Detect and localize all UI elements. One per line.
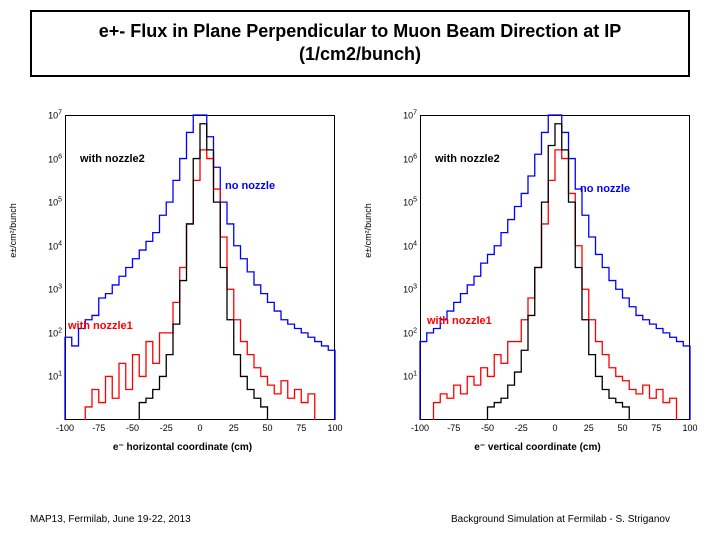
slide-title: e+- Flux in Plane Perpendicular to Muon … [30, 10, 690, 77]
chart-left: e±/cm²/bunche⁻ horizontal coordinate (cm… [20, 105, 345, 455]
footer-right: Background Simulation at Fermilab - S. S… [451, 514, 670, 525]
legend-label: with nozzle1 [427, 315, 492, 327]
series-nozzle2 [488, 124, 630, 420]
series-nozzle1 [85, 150, 315, 420]
charts-container: e±/cm²/bunche⁻ horizontal coordinate (cm… [20, 105, 700, 455]
legend-label: with nozzle2 [435, 153, 500, 165]
chart-right: e±/cm²/bunche⁻ vertical coordinate (cm)-… [375, 105, 700, 455]
legend-label: with nozzle1 [68, 320, 133, 332]
legend-label: no nozzle [580, 183, 630, 195]
y-axis-label: e±/cm²/bunch [363, 203, 373, 257]
legend-label: with nozzle2 [80, 153, 145, 165]
footer-left: MAP13, Fermilab, June 19-22, 2013 [30, 514, 191, 525]
legend-label: no nozzle [225, 180, 275, 192]
y-axis-label: e±/cm²/bunch [8, 203, 18, 257]
